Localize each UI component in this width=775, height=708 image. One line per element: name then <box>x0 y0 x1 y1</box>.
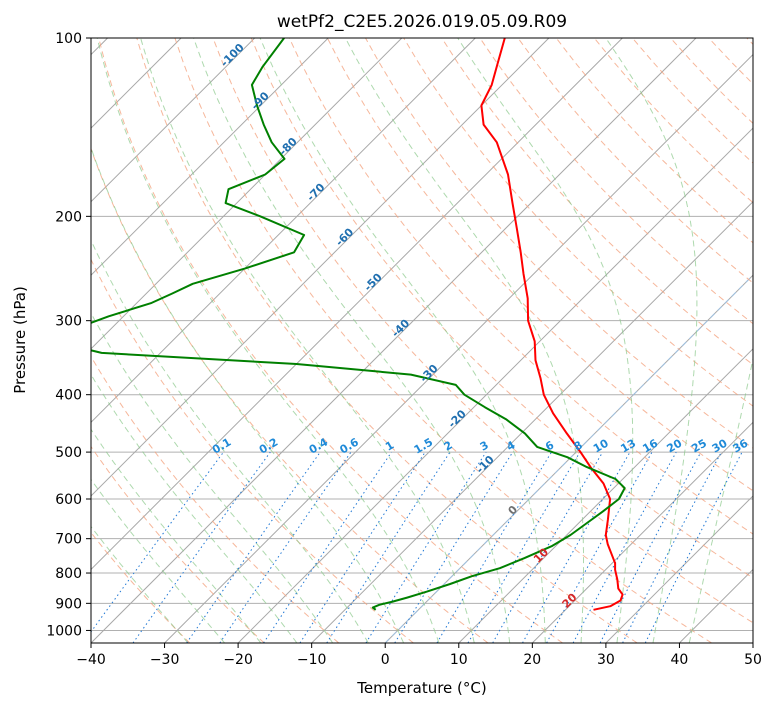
x-tick-label: 20 <box>523 652 541 668</box>
x-tick-label: −10 <box>297 652 327 668</box>
mixing-ratio-line <box>572 451 677 643</box>
moist-adiabat-line <box>91 239 369 643</box>
moist-adiabat-line <box>344 38 584 643</box>
mixing-ratio-line <box>326 451 451 643</box>
chart-title: wetPf2_C2E5.2026.019.05.09.R09 <box>277 12 567 32</box>
mixing-ratio-line <box>436 451 552 643</box>
y-tick-label: 400 <box>55 388 82 404</box>
isotherm-line <box>605 495 753 643</box>
moist-adiabat-line <box>91 312 334 643</box>
moist-adiabat-line <box>605 38 698 643</box>
moist-adiabat-line <box>193 38 511 643</box>
isotherm-line <box>91 38 476 424</box>
dry-adiabat-line <box>326 38 753 492</box>
x-tick-label: −20 <box>223 652 253 668</box>
x-tick-label: 50 <box>744 652 762 668</box>
mixing-ratio-line <box>263 451 392 643</box>
moist-adiabat-line <box>688 356 753 643</box>
mixing-ratio-line <box>132 451 271 643</box>
mixing-ratio-line <box>299 451 426 643</box>
dry-adiabat-line <box>212 38 753 624</box>
y-tick-label: 1000 <box>46 623 82 639</box>
moist-adiabat-line <box>91 478 225 643</box>
profile-lines <box>91 38 626 611</box>
y-tick-label: 700 <box>55 532 82 548</box>
mixing-ratio-line <box>186 451 321 643</box>
y-tick-label: 900 <box>55 596 82 612</box>
temperature-profile-line <box>480 38 624 611</box>
y-tick-label: 600 <box>55 492 82 508</box>
moist-adiabat-line <box>91 428 262 643</box>
mixing-ratio-line <box>599 451 702 643</box>
isotherm-line <box>91 38 550 497</box>
dry-adiabat-line <box>91 445 265 643</box>
x-tick-label: 0 <box>381 652 390 668</box>
x-tick-label: −30 <box>150 652 180 668</box>
y-tick-label: 100 <box>55 31 82 47</box>
y-tick-label: 200 <box>55 209 82 225</box>
y-tick-label: 300 <box>55 314 82 330</box>
y-axis-label: Pressure (hPa) <box>11 286 29 394</box>
moist-adiabat-line <box>140 38 475 643</box>
background-lines <box>91 38 753 643</box>
moist-adiabat-line <box>96 38 440 643</box>
isotherm-line <box>91 38 329 276</box>
moist-adiabat-line <box>91 146 405 643</box>
isotherm-line <box>311 200 753 643</box>
isotherm-line <box>91 38 256 203</box>
dry-adiabat-line <box>98 38 563 643</box>
moist-adiabat-line <box>91 373 298 643</box>
isotherm-line <box>237 127 753 643</box>
dewpoint-profile-line <box>91 38 626 611</box>
x-tick-label: 30 <box>597 652 615 668</box>
y-tick-label: 800 <box>55 566 82 582</box>
dry-adiabat-line <box>91 258 414 643</box>
isotherm-line <box>91 38 623 571</box>
mixing-ratio-line <box>467 451 581 643</box>
moist-adiabat-line <box>259 38 546 643</box>
x-axis-label: Temperature (°C) <box>356 679 486 697</box>
x-tick-label: 40 <box>670 652 688 668</box>
isotherm-line <box>164 53 753 643</box>
plot-frame <box>90 37 754 644</box>
mixing-ratio-line <box>219 451 352 643</box>
x-tick-label: 10 <box>450 652 468 668</box>
mixing-ratio-line <box>365 451 487 643</box>
isotherm-line <box>91 38 697 643</box>
dry-adiabat-line <box>174 38 712 643</box>
mixing-ratio-line <box>394 451 514 643</box>
x-tick-label: −40 <box>76 652 106 668</box>
isotherm-line <box>531 421 753 643</box>
axis-ticks: −40 −30 −20 −10 0 10 20 30 40 50 1000 900 800 700 600 5… <box>46 31 762 668</box>
y-tick-label: 500 <box>55 445 82 461</box>
zero-isotherm-line <box>384 274 753 643</box>
dry-adiabat-line <box>288 38 753 535</box>
dry-adiabat-line <box>365 38 753 449</box>
dry-adiabat-line <box>136 38 638 643</box>
